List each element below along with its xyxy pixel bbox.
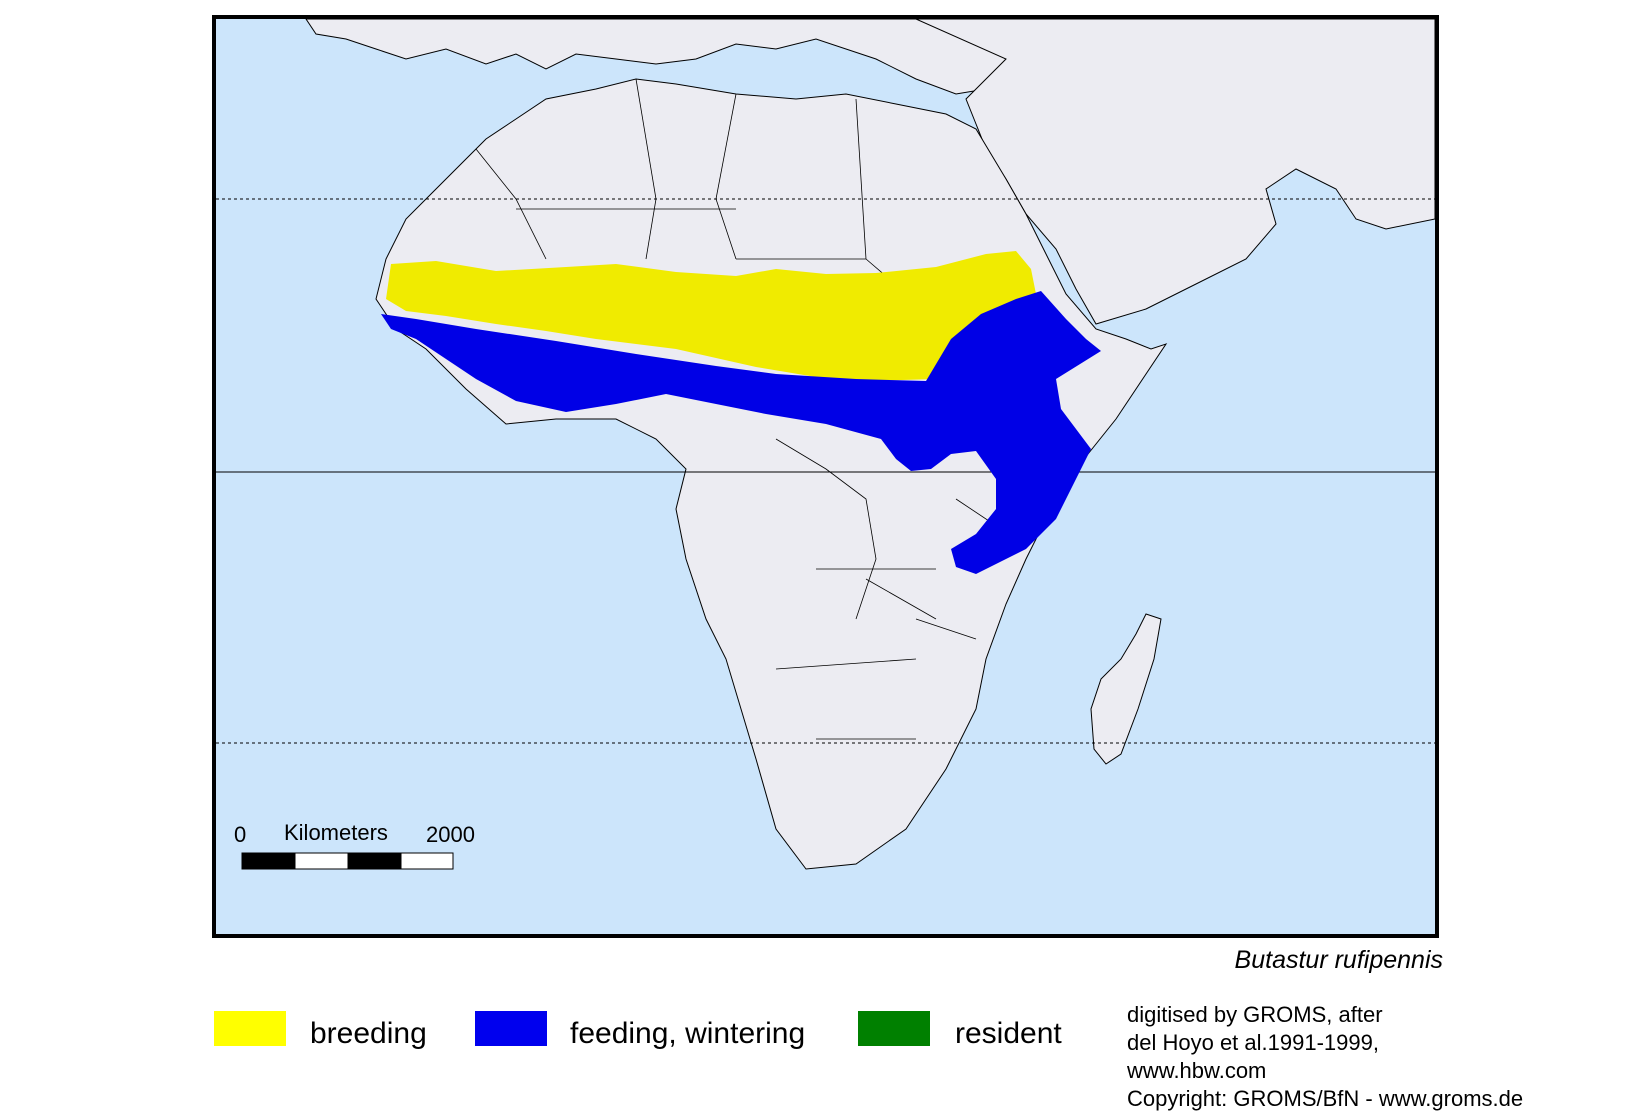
credit-line: Copyright: GROMS/BfN - www.groms.de	[1127, 1086, 1524, 1111]
scale-end: 2000	[426, 822, 475, 847]
land-madagascar	[1090, 613, 1162, 765]
map-canvas: 0 Kilometers 2000	[216, 19, 1435, 934]
credit-line: www.hbw.com	[1127, 1058, 1267, 1083]
scale-segment-3	[347, 852, 402, 870]
land-arabia	[915, 19, 1435, 325]
legend-swatch-resident	[858, 1011, 930, 1046]
legend-label-resident: resident	[955, 1017, 1062, 1050]
credits: digitised by GROMS, after del Hoyo et al…	[1127, 1001, 1523, 1113]
species-name: Butastur rufipennis	[1234, 946, 1443, 974]
credit-line: del Hoyo et al.1991-1999,	[1127, 1030, 1379, 1055]
legend-label-feeding: feeding, wintering	[570, 1017, 806, 1050]
scale-segment-4	[400, 852, 454, 870]
credit-line: digitised by GROMS, after	[1127, 1002, 1383, 1027]
scale-unit: Kilometers	[284, 820, 388, 845]
breeding-range	[386, 251, 1036, 381]
scale-segment-1	[241, 852, 296, 870]
scale-start: 0	[234, 822, 246, 847]
legend-swatch-feeding	[475, 1011, 547, 1046]
legend-swatch-breeding	[214, 1011, 286, 1046]
feeding-range	[381, 291, 1101, 574]
legend-label-breeding: breeding	[310, 1017, 427, 1050]
range-map: 0 Kilometers 2000	[212, 15, 1439, 938]
scale-segment-2	[294, 852, 349, 870]
scale-bar: 0 Kilometers 2000	[234, 820, 475, 870]
